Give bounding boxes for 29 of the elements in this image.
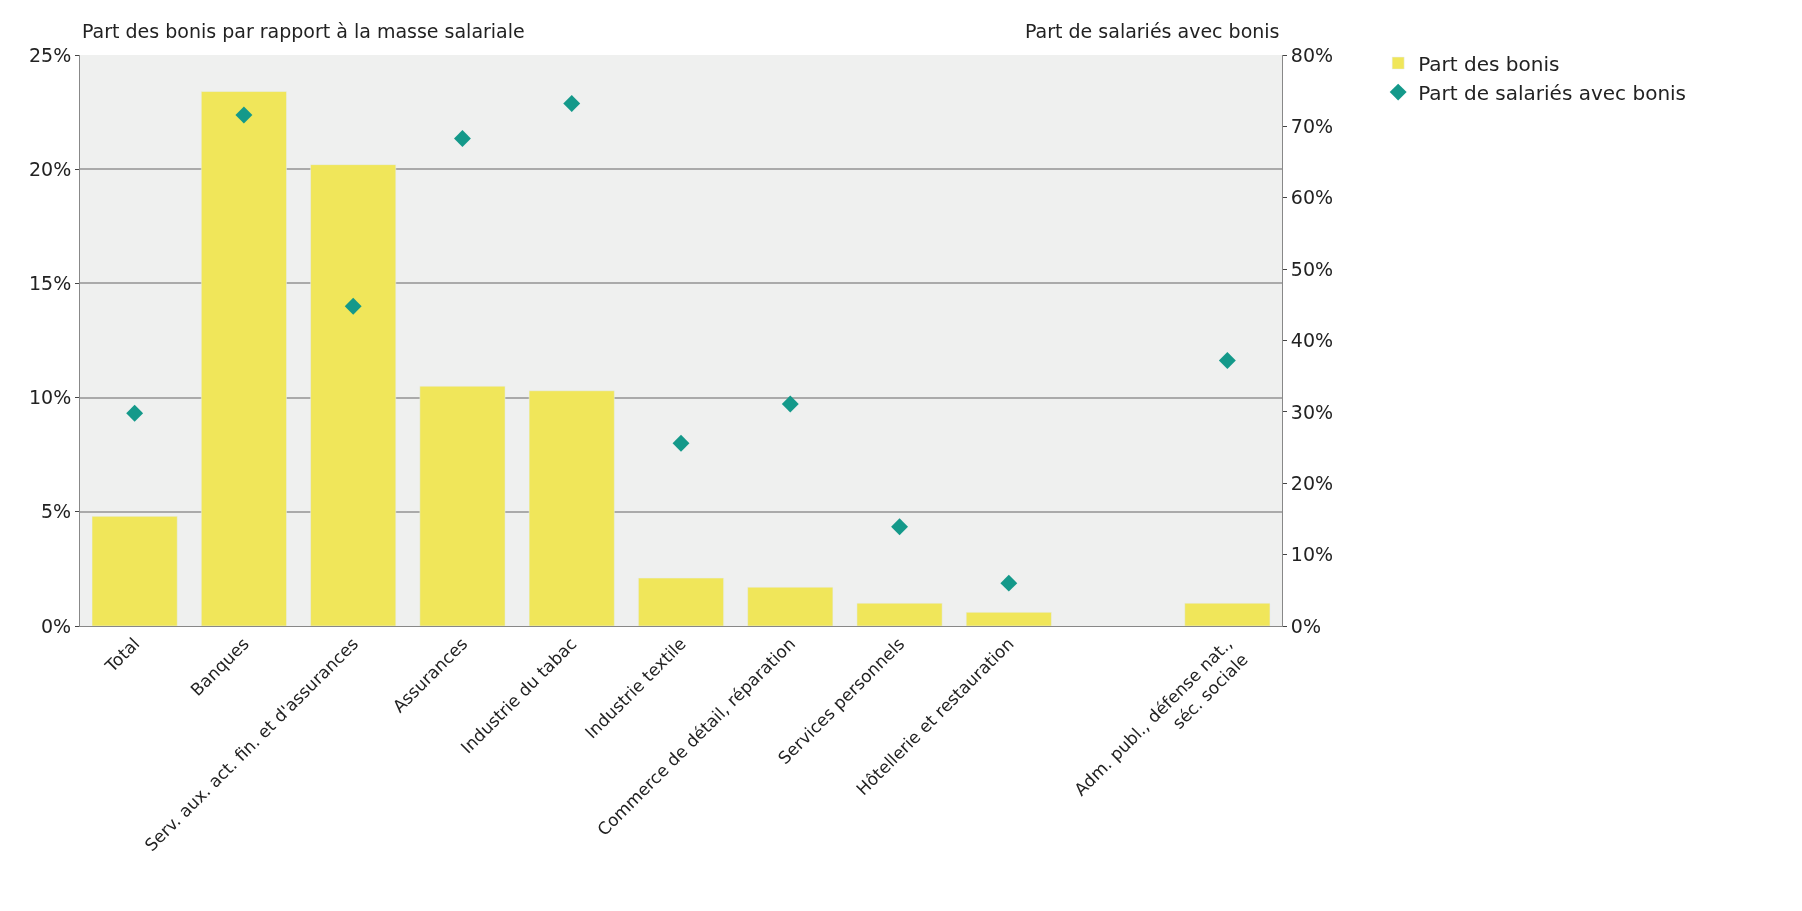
- y2-tick-label: 50%: [1290, 257, 1334, 280]
- y2-tick-label: 0%: [1290, 614, 1321, 637]
- y2-tick-label: 30%: [1290, 400, 1334, 423]
- y2-tick-label: 70%: [1290, 115, 1334, 138]
- point: [891, 518, 908, 536]
- y-tick-label: 10%: [28, 386, 72, 409]
- y-tick-label: 25%: [28, 43, 72, 66]
- y2-axis-title: Part de salariés avec bonis: [1025, 20, 1280, 42]
- y2-tick-label: 20%: [1290, 471, 1334, 494]
- point: [126, 404, 144, 422]
- y-tick-label: 15%: [28, 272, 72, 295]
- point: [781, 395, 799, 413]
- y2-tick-label: 40%: [1290, 329, 1334, 352]
- y-axis-title: Part des bonis par rapport à la masse salariale: [82, 20, 525, 42]
- y2-tick-label: 10%: [1290, 543, 1334, 566]
- point: [454, 130, 471, 147]
- point: [672, 434, 690, 452]
- y-tick-label: 0%: [41, 614, 72, 637]
- point: [563, 95, 581, 112]
- point: [1000, 574, 1018, 592]
- y2-tick-label: 60%: [1290, 186, 1334, 209]
- point: [1218, 352, 1236, 369]
- y2-tick-label: 80%: [1290, 43, 1334, 66]
- y-tick-label: 20%: [28, 157, 72, 180]
- y-tick-label: 5%: [41, 500, 72, 523]
- point: [235, 106, 253, 124]
- legend-label: Part des bonis: [1418, 51, 1560, 76]
- point: [344, 297, 362, 315]
- legend-label: Part de salariés avec bonis: [1418, 80, 1687, 105]
